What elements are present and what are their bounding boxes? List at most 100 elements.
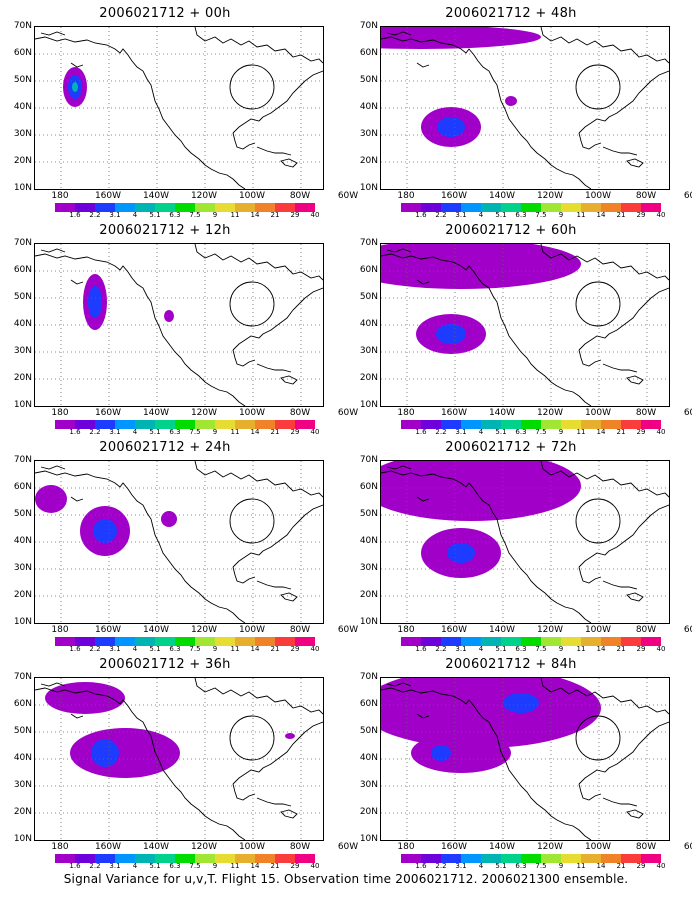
coastline	[575, 281, 621, 327]
coastline	[229, 715, 275, 761]
colorbar-swatch	[621, 203, 641, 212]
lon-label: 80W	[635, 842, 657, 852]
coastline	[578, 70, 669, 134]
colorbar-swatch	[255, 637, 275, 646]
colorbar-swatch	[115, 420, 135, 429]
coastline	[416, 713, 430, 719]
lat-label: 60N	[359, 48, 378, 58]
coastline	[626, 592, 644, 602]
variance-shading	[381, 461, 581, 521]
coastline	[381, 253, 592, 406]
colorbar-label: 9	[558, 862, 564, 870]
map-canvas	[35, 27, 323, 189]
colorbar-label: 29	[636, 211, 646, 219]
colorbar-label: 2.2	[435, 645, 447, 653]
lon-label: 120W	[536, 842, 564, 852]
lat-label: 50N	[13, 292, 32, 302]
lon-label: 60W	[337, 408, 359, 418]
lat-label: 70N	[359, 672, 378, 682]
colorbar-label: 40	[656, 211, 666, 219]
colorbar-swatch	[501, 203, 521, 212]
variance-shading	[161, 511, 177, 527]
colorbar-label: 1.6	[69, 645, 81, 653]
colorbar-label: 40	[656, 862, 666, 870]
map-panel-72h: 2006021712 + 72h 70N 60N 50N 40N 30N 20N 10N 18…	[346, 434, 692, 653]
coastline	[280, 158, 298, 168]
colorbar-label: 9	[212, 862, 218, 870]
colorbar-swatch	[521, 420, 541, 429]
lon-label: 120W	[536, 191, 564, 201]
variance-shading	[285, 733, 295, 739]
colorbar-label: 21	[616, 428, 626, 436]
coastline	[386, 248, 412, 253]
lon-label: 100W	[238, 191, 266, 201]
colorbar-swatch	[235, 637, 255, 646]
coastline	[229, 498, 275, 544]
coastline	[280, 375, 298, 385]
lat-label: 10N	[13, 834, 32, 844]
lon-label: 120W	[190, 408, 218, 418]
colorbar-label: 6.3	[169, 645, 181, 653]
lat-label: 40N	[13, 102, 32, 112]
colorbar-label: 4	[478, 645, 484, 653]
colorbar-swatch	[501, 420, 521, 429]
lat-label: 10N	[359, 183, 378, 193]
coastline	[578, 504, 669, 568]
colorbar-label: 3.1	[455, 862, 467, 870]
lon-label: 100W	[584, 408, 612, 418]
colorbar-label: 9	[212, 428, 218, 436]
lon-label: 160W	[440, 842, 468, 852]
colorbar-label: 2.2	[89, 862, 101, 870]
colorbar-label: 29	[290, 428, 300, 436]
lat-label: 30N	[13, 780, 32, 790]
map-area	[34, 677, 324, 841]
coastline	[40, 31, 66, 36]
lon-label: 100W	[238, 408, 266, 418]
lat-label: 20N	[359, 807, 378, 817]
colorbar-swatch	[581, 637, 601, 646]
coastline	[602, 797, 638, 807]
lat-label: 20N	[359, 373, 378, 383]
lat-label: 70N	[359, 238, 378, 248]
colorbar-swatch	[255, 420, 275, 429]
lat-label: 50N	[359, 292, 378, 302]
colorbar	[55, 637, 315, 646]
colorbar-swatch	[55, 637, 75, 646]
colorbar-swatch	[441, 854, 461, 863]
coastline	[540, 244, 669, 281]
colorbar-swatch	[135, 637, 155, 646]
coastline	[232, 132, 256, 150]
variance-shading	[88, 286, 102, 318]
colorbar-label: 1.6	[415, 211, 427, 219]
colorbar-swatch	[155, 637, 175, 646]
colorbar-label: 21	[270, 428, 280, 436]
colorbar-label: 6.3	[515, 862, 527, 870]
lat-label: 40N	[359, 319, 378, 329]
colorbar-label: 11	[576, 211, 586, 219]
colorbar-label: 11	[230, 645, 240, 653]
panel-title: 2006021712 + 36h	[99, 657, 231, 672]
colorbar	[401, 420, 661, 429]
map-panel-60h: 2006021712 + 60h 70N 60N 50N 40N 30N 20N 10N 18…	[346, 217, 692, 436]
map-canvas	[381, 244, 669, 406]
coastline	[194, 244, 323, 281]
colorbar-label: 7.5	[189, 211, 201, 219]
colorbar-label: 1.6	[69, 211, 81, 219]
colorbar-label: 14	[250, 862, 260, 870]
lon-label: 160W	[94, 625, 122, 635]
colorbar-swatch	[421, 854, 441, 863]
lon-label: 80W	[289, 842, 311, 852]
colorbar-swatch	[295, 854, 315, 863]
colorbar-swatch	[461, 854, 481, 863]
coastline	[256, 363, 292, 373]
colorbar-swatch	[215, 854, 235, 863]
colorbar-swatch	[401, 854, 421, 863]
lat-label: 40N	[13, 536, 32, 546]
colorbar-swatch	[561, 637, 581, 646]
lon-label: 160W	[94, 191, 122, 201]
coastline	[381, 687, 592, 840]
panel-title: 2006021712 + 48h	[445, 6, 577, 21]
map-panel-84h: 2006021712 + 84h 70N 60N 50N 40N 30N 20N 10N 18…	[346, 651, 692, 870]
coastline	[626, 158, 644, 168]
colorbar-swatch	[581, 420, 601, 429]
